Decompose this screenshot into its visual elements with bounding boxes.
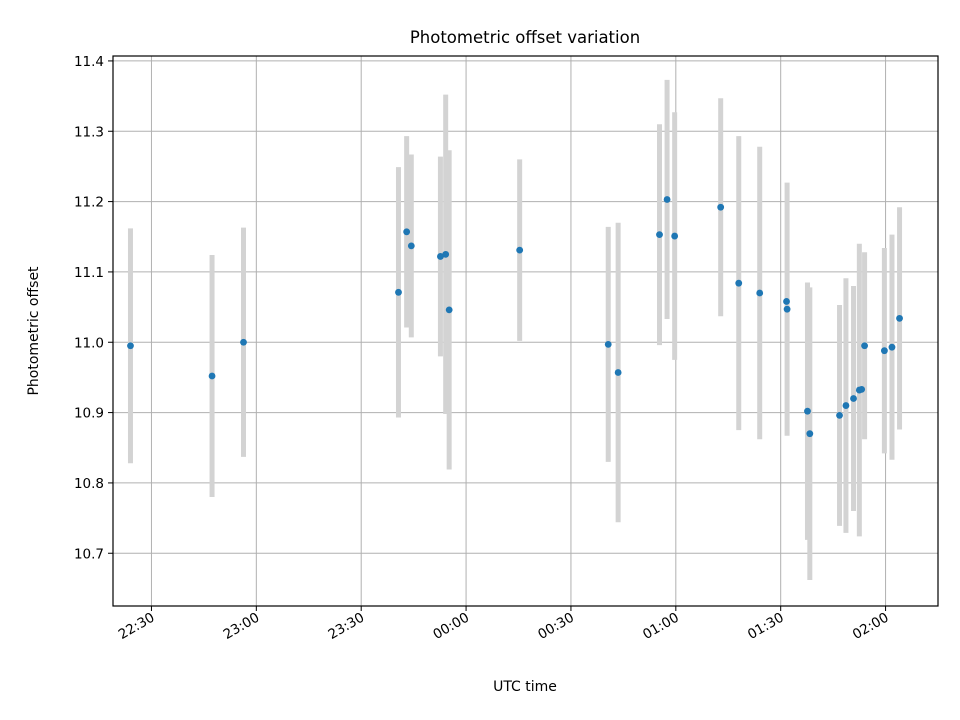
y-tick-label: 11.2: [74, 195, 104, 211]
data-point: [604, 340, 612, 348]
data-point: [888, 343, 896, 351]
chart-title: Photometric offset variation: [410, 28, 640, 47]
data-point: [717, 203, 725, 211]
y-tick-label: 11.3: [74, 124, 104, 140]
data-points: [127, 196, 903, 438]
y-tick-label: 10.9: [74, 406, 104, 422]
y-axis-label: Photometric offset: [26, 266, 42, 396]
y-tick-label: 10.8: [74, 476, 104, 492]
y-tick-label: 10.7: [74, 546, 104, 562]
y-axis-ticks: 10.7 10.8 10.9 11.0 11.1 11.2 11.3 11.4: [74, 54, 113, 562]
data-point: [240, 338, 247, 346]
data-point: [842, 402, 850, 409]
data-point: [516, 246, 524, 254]
data-point: [663, 196, 671, 203]
data-point: [671, 232, 679, 240]
grid-lines: [113, 56, 938, 606]
data-point: [395, 288, 402, 296]
plot-area-frame: [112, 55, 939, 607]
data-point: [783, 305, 791, 313]
data-point: [880, 347, 888, 355]
data-point: [756, 289, 764, 297]
y-tick-label: 11.0: [74, 335, 104, 351]
data-point: [735, 279, 743, 287]
data-point: [208, 372, 216, 380]
data-point: [656, 231, 663, 239]
data-point: [850, 395, 857, 402]
y-tick-label: 11.4: [74, 54, 104, 70]
data-point: [614, 369, 622, 376]
data-point: [836, 411, 843, 419]
data-point: [858, 385, 866, 393]
x-axis-label: UTC time: [493, 679, 557, 695]
data-point: [403, 228, 411, 236]
data-point: [806, 430, 814, 438]
data-point: [445, 306, 453, 314]
data-point: [437, 253, 444, 260]
data-point: [407, 242, 415, 250]
data-point: [896, 314, 903, 322]
y-tick-label: 11.1: [74, 265, 104, 281]
data-point: [127, 342, 134, 350]
data-point: [783, 298, 790, 305]
data-point: [442, 250, 450, 258]
data-point: [804, 407, 811, 415]
data-point: [861, 342, 868, 350]
